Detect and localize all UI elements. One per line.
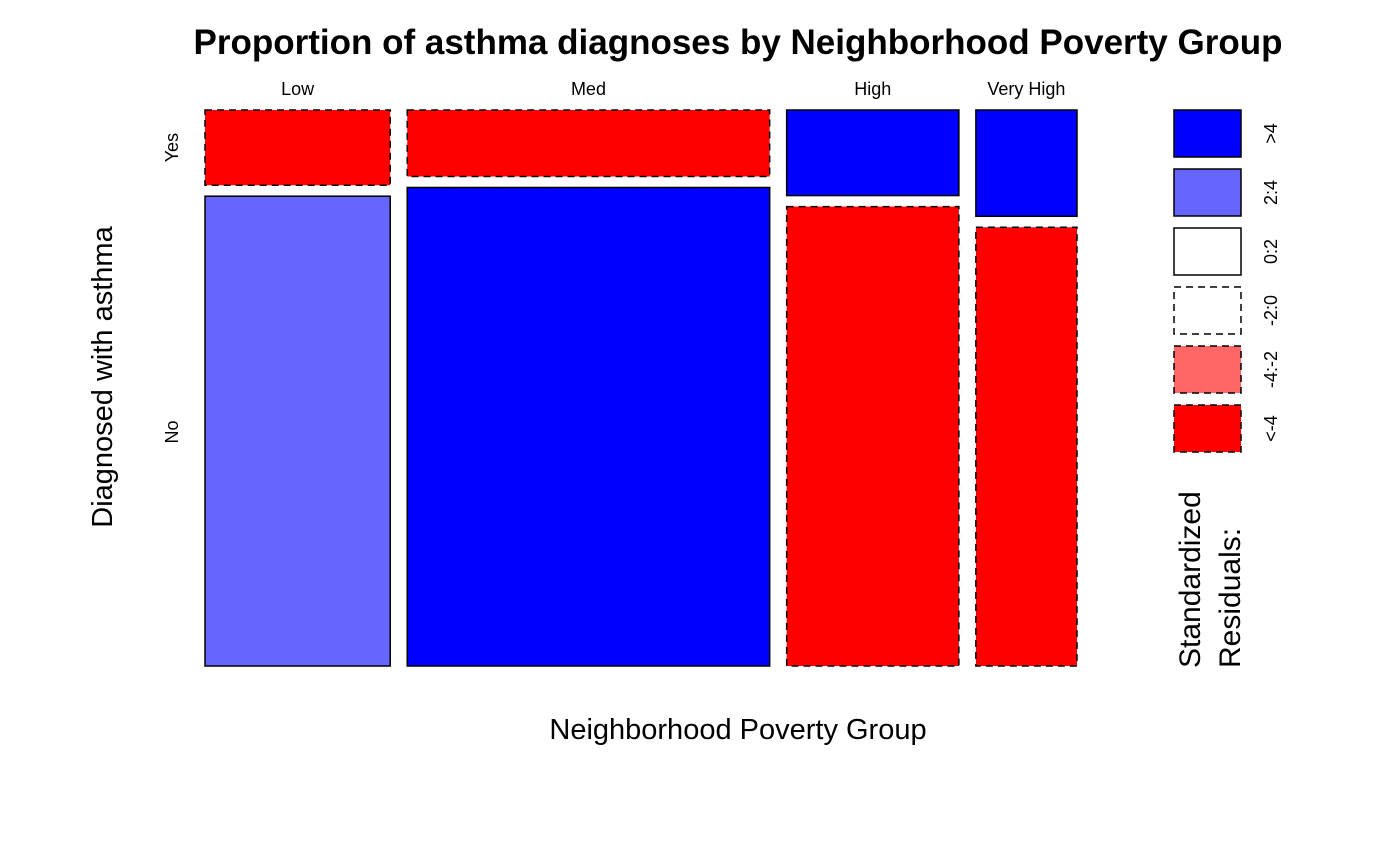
row-label-yes: Yes (162, 133, 182, 162)
legend-title-line-2: Residuals: (1214, 528, 1247, 668)
cell-very-high-yes (975, 109, 1078, 218)
legend-swatch-2 (1173, 227, 1242, 276)
legend-swatch-0 (1173, 109, 1242, 158)
legend-label-1: 2:4 (1261, 180, 1281, 205)
legend-swatch-3 (1173, 286, 1242, 335)
legend-label-0: >4 (1261, 123, 1281, 144)
legend-label-4: -4:-2 (1261, 351, 1281, 388)
cell-high-yes (785, 109, 960, 197)
legend-swatch-5 (1173, 404, 1242, 453)
legend: >4 2:4 0:2 -2:0 -4:-2 <-4 Standardized Residual… (1173, 109, 1281, 668)
category-label-low: Low (281, 79, 315, 99)
legend-title-line-1: Standardized (1174, 491, 1207, 668)
cell-low-yes (204, 109, 391, 186)
mosaic-cells: Low Med High Very High Yes No (162, 79, 1078, 667)
cell-med-no (406, 186, 771, 667)
row-label-no: No (162, 420, 182, 443)
category-label-med: Med (571, 79, 606, 99)
category-label-high: High (854, 79, 891, 99)
legend-swatch-4 (1173, 345, 1242, 394)
cell-low-no (204, 195, 391, 667)
legend-swatch-1 (1173, 168, 1242, 217)
y-axis-label: Diagnosed with asthma (87, 225, 119, 527)
cell-very-high-no (975, 226, 1078, 667)
category-label-very-high: Very High (987, 79, 1065, 99)
legend-label-5: <-4 (1261, 415, 1281, 442)
chart-title: Proportion of asthma diagnoses by Neighb… (194, 23, 1283, 62)
cell-high-no (785, 205, 960, 667)
legend-label-2: 0:2 (1261, 239, 1281, 264)
x-axis-label: Neighborhood Poverty Group (549, 714, 926, 746)
cell-med-yes (406, 109, 771, 178)
legend-label-3: -2:0 (1261, 295, 1281, 326)
